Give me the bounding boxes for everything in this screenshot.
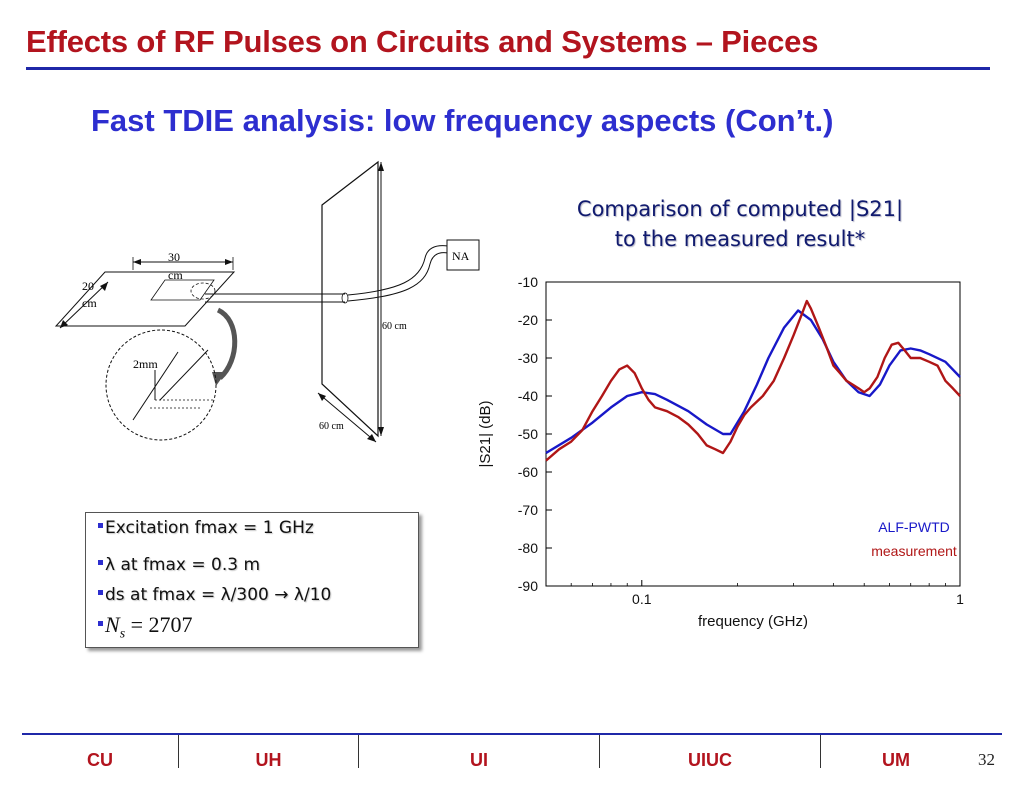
dim-label-20-unit: cm <box>82 296 97 310</box>
network-analyzer-box <box>446 239 480 271</box>
chart-axes: -10 -20 -30 -40 -50 -60 -70 -80 -90 0.1 1 frequency… <box>477 274 964 630</box>
chart-series <box>545 299 961 462</box>
bullet-ns: Ns = 2707 <box>98 612 193 642</box>
y-tick-label: -80 <box>518 540 538 556</box>
ns-value: = 2707 <box>125 612 193 637</box>
bullet-square-icon <box>98 589 103 595</box>
x-axis-label: frequency (GHz) <box>698 613 808 630</box>
footer-item-uiuc: UIUC <box>688 750 732 770</box>
detail-marker <box>190 282 216 300</box>
chart-legend: ALF-PWTD measurement <box>871 519 957 559</box>
zoom-circle <box>105 329 217 441</box>
x-tick-label: 1 <box>956 591 964 607</box>
series-line-measurement <box>545 299 961 462</box>
slide-title: Effects of RF Pulses on Circuits and Sys… <box>26 24 819 59</box>
antenna-setup-diagram: 30 cm 20 cm 2mm NA 60 cm 60 cm <box>54 160 480 443</box>
cable-to-na-a <box>347 245 449 296</box>
dim-label-2mm: 2mm <box>133 357 158 371</box>
chart-title-line1: Comparison of computed |S21| <box>576 197 904 221</box>
zoom-trace <box>159 349 209 401</box>
zoom-arrow <box>216 307 238 380</box>
page-number: 32 <box>978 750 995 769</box>
y-tick-label: -20 <box>518 312 538 328</box>
arrowhead <box>367 434 376 442</box>
na-label: NA <box>452 249 470 263</box>
bullet-lambda: λ at fmax = 0.3 m <box>98 555 260 575</box>
y-tick-label: -10 <box>518 274 538 290</box>
y-tick-label: -40 <box>518 388 538 404</box>
chart-title-line2: to the measured result* <box>614 227 866 251</box>
dim-label-30-unit: cm <box>168 268 183 282</box>
dim-line-60cm-bottom <box>317 392 377 443</box>
dim-line-20cm <box>59 281 109 329</box>
bullet-excitation: Excitation fmax = 1 GHz <box>98 518 314 538</box>
footer-item-ui: UI <box>470 750 488 770</box>
dim-label-60cm-bottom: 60 cm <box>319 421 344 432</box>
title-divider <box>26 67 990 70</box>
arrowhead <box>378 427 384 436</box>
ns-symbol: N <box>105 612 120 637</box>
y-tick-label: -70 <box>518 502 538 518</box>
footer-item-um: UM <box>882 750 910 770</box>
dim-label-30: 30 <box>168 250 180 264</box>
bullet-text: λ at fmax = 0.3 m <box>105 555 261 575</box>
arrowhead <box>318 393 326 401</box>
footer-item-cu: CU <box>87 750 113 770</box>
dim-label-60cm-vertical: 60 cm <box>382 321 407 332</box>
arrowhead <box>60 320 68 328</box>
arrowhead <box>133 259 141 265</box>
slide-subtitle: Fast TDIE analysis: low frequency aspect… <box>91 103 834 138</box>
cable-connector <box>341 292 349 304</box>
dim-label-20: 20 <box>82 279 94 293</box>
legend-entry: ALF-PWTD <box>878 519 950 535</box>
board-trace-area <box>150 279 215 301</box>
cable-to-na-b <box>347 252 449 302</box>
bullet-square-icon <box>98 522 103 528</box>
bullet-square-icon <box>98 621 103 627</box>
footer-divider <box>22 733 1002 735</box>
series-line-alf-pwtd <box>545 309 961 455</box>
y-tick-label: -50 <box>518 426 538 442</box>
bullet-text: Excitation fmax = 1 GHz <box>105 518 314 538</box>
y-tick-label: -30 <box>518 350 538 366</box>
bullet-ds: ds at fmax = λ/300 → λ/10 <box>98 585 331 605</box>
arrowhead <box>100 282 108 291</box>
footer-bar: CU UH UI UIUC UM <box>22 735 1002 770</box>
footer-separator <box>820 735 821 768</box>
zoom-arrowhead <box>212 372 226 386</box>
chart-title: Comparison of computed |S21| to the meas… <box>520 194 960 254</box>
footer-item-uh: UH <box>255 750 282 770</box>
ns-subscript: s <box>119 626 126 642</box>
y-tick-label: -60 <box>518 464 538 480</box>
footer-separator <box>358 735 359 768</box>
s21-chart: -10 -20 -30 -40 -50 -60 -70 -80 -90 0.1 1 frequency… <box>477 274 964 630</box>
arrowhead <box>225 259 233 265</box>
legend-entry: measurement <box>871 543 957 559</box>
ground-plane <box>321 160 379 438</box>
bullet-square-icon <box>98 559 103 565</box>
bullet-text: ds at fmax = λ/300 → λ/10 <box>105 585 332 605</box>
footer-separator <box>178 735 179 768</box>
footer-separator <box>599 735 600 768</box>
y-tick-label: -90 <box>518 578 538 594</box>
plot-frame <box>545 281 961 587</box>
circuit-board <box>54 271 236 327</box>
x-tick-label: 0.1 <box>632 591 652 607</box>
arrowhead <box>378 162 384 171</box>
y-axis-label: |S21| (dB) <box>477 401 494 468</box>
parameter-box: Excitation fmax = 1 GHz λ at fmax = 0.3 … <box>85 512 419 648</box>
